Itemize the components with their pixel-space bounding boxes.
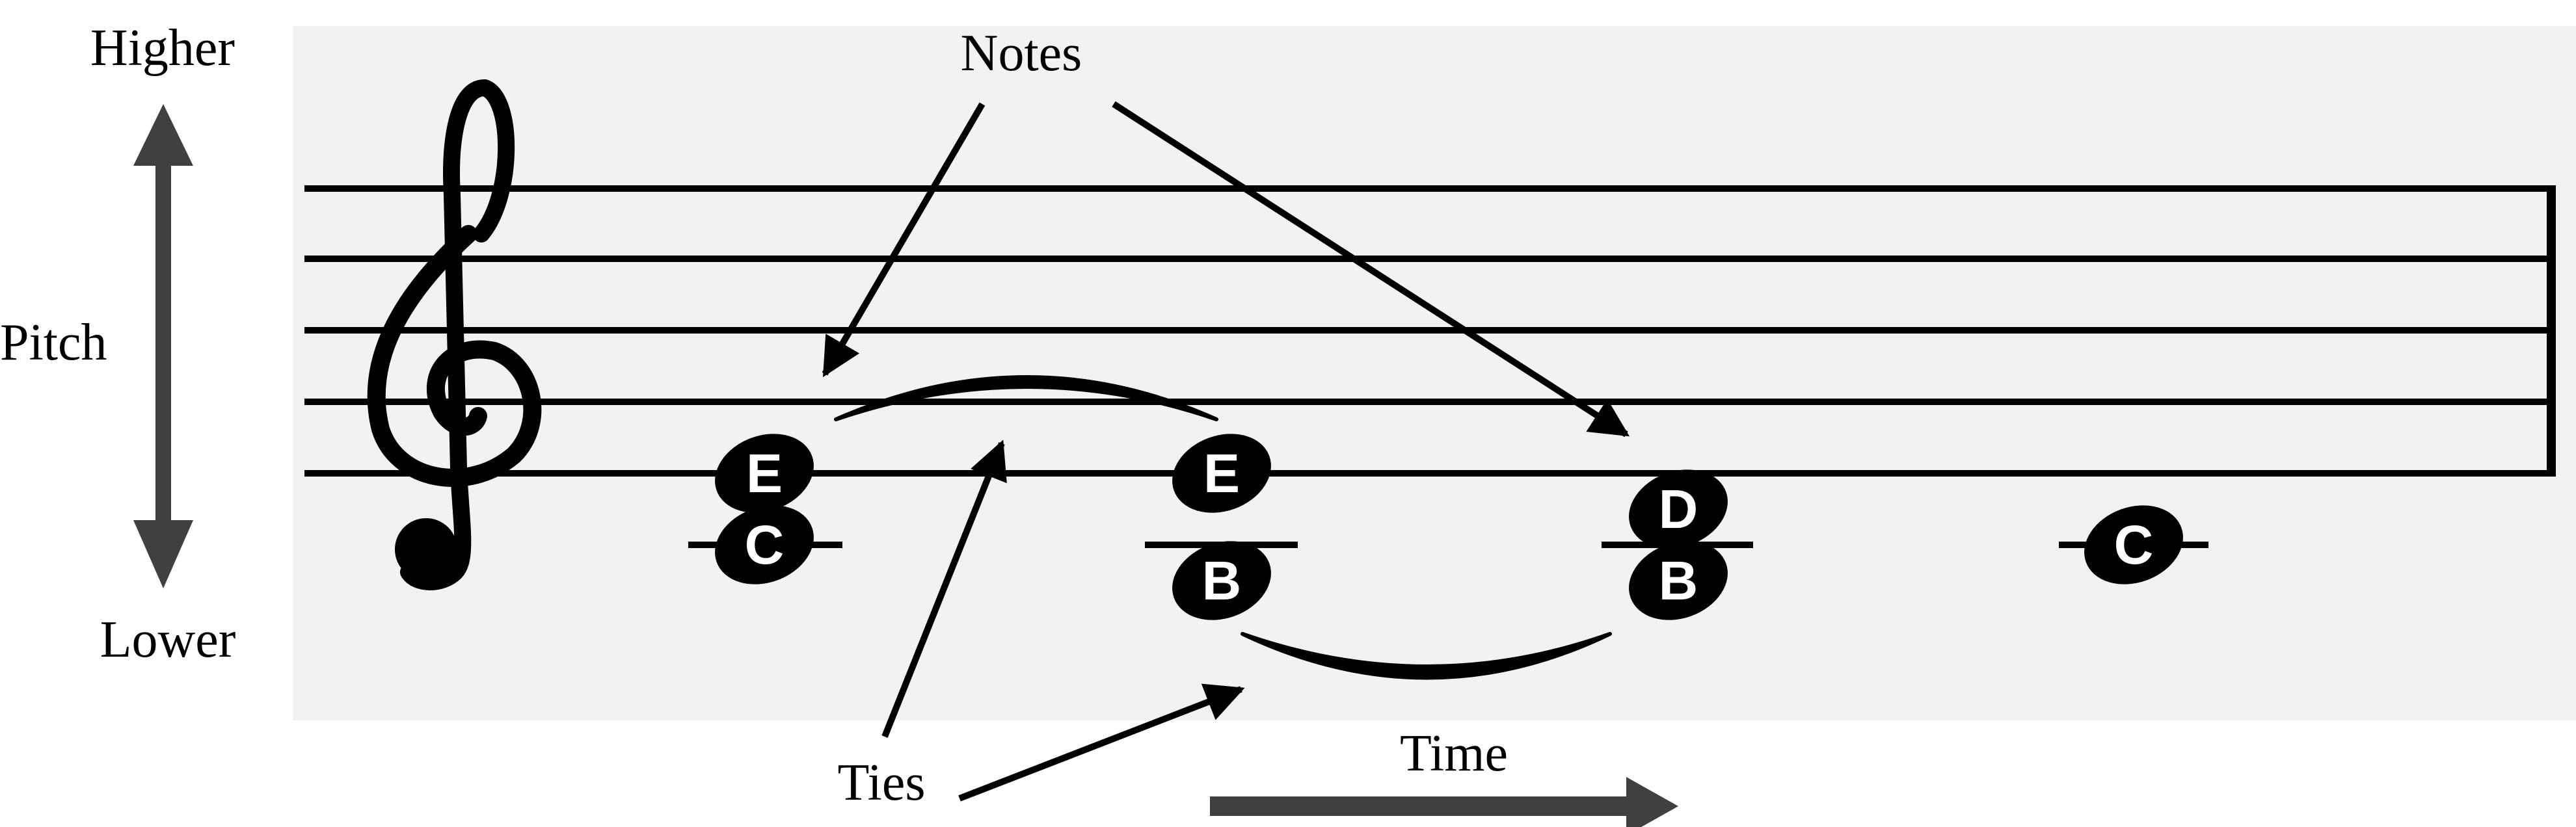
note-name: C [2114, 514, 2154, 575]
note-head: B [1172, 541, 1271, 620]
note-head: C [2084, 505, 2183, 584]
callout-arrows [822, 101, 1630, 802]
pitch-higher-label: Higher [90, 20, 235, 77]
note-name: E [1203, 443, 1240, 504]
note-name: D [1659, 479, 1698, 540]
time-axis-label: Time [1400, 725, 1508, 782]
tie-lower [1241, 632, 1612, 680]
note-name: B [1202, 550, 1242, 611]
tie-upper [834, 375, 1218, 421]
ties-arrow [958, 683, 1245, 802]
notes-arrow [1112, 101, 1630, 438]
note-name: E [746, 443, 783, 504]
ties-callout-label: Ties [838, 754, 926, 811]
note-head: C [715, 505, 814, 584]
staff-background [293, 26, 2576, 720]
chord-3: D B [1629, 469, 1728, 620]
chord-2: E B [1172, 434, 1271, 620]
time-axis-arrow [1210, 777, 1678, 827]
note-head: D [1629, 469, 1728, 549]
single-note: C [2084, 505, 2183, 584]
pitch-lower-label: Lower [100, 611, 236, 668]
chord-1: E C [715, 434, 814, 584]
pitch-axis-arrow [133, 104, 193, 588]
staff [304, 185, 2556, 477]
notes-callout-label: Notes [961, 25, 1082, 82]
note-head: E [715, 434, 814, 513]
note-name: C [745, 514, 785, 575]
notes-arrow [822, 102, 986, 378]
pitch-axis-label: Pitch [0, 314, 107, 371]
ties-arrow [881, 440, 1007, 738]
treble-clef-icon [367, 79, 542, 590]
note-head: B [1629, 541, 1728, 620]
note-head: E [1172, 434, 1271, 513]
note-name: B [1659, 550, 1698, 611]
